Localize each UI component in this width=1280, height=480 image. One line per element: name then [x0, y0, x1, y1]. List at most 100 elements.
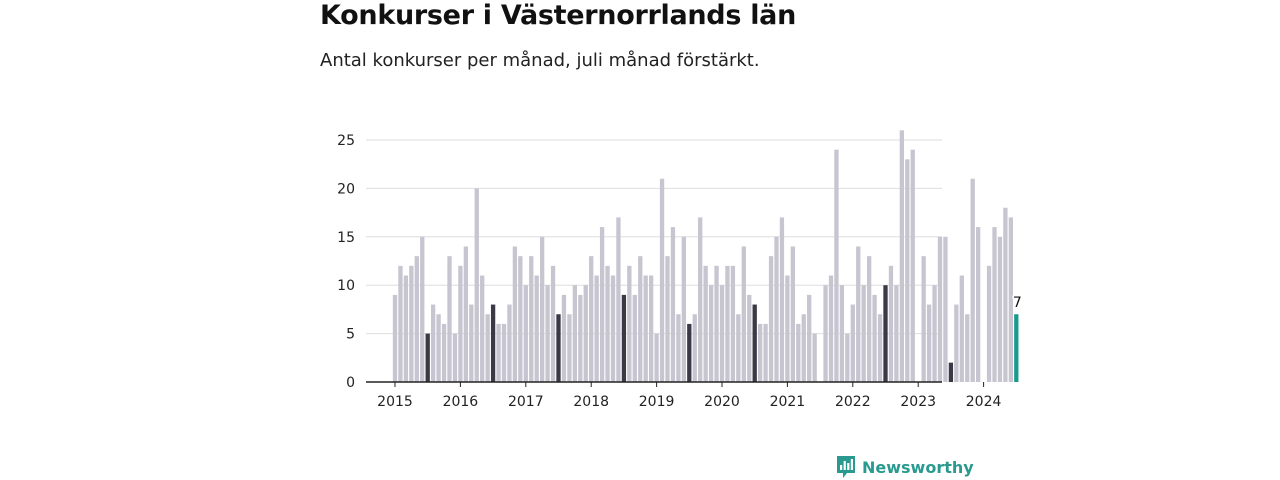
bar: [403, 275, 409, 382]
x-tick-label: 2022: [835, 394, 871, 410]
bar: [856, 246, 861, 382]
bar: [894, 285, 899, 382]
bar: [992, 227, 997, 382]
bar: [627, 265, 632, 382]
bar: [774, 236, 779, 382]
bar: [828, 275, 834, 382]
x-tick-label: 2024: [966, 394, 1002, 410]
bar: [834, 149, 839, 382]
bar: [458, 265, 463, 382]
bar: [610, 275, 616, 382]
bar: [1003, 207, 1008, 382]
bar: [970, 178, 975, 382]
bar: [698, 217, 703, 382]
bar: [823, 285, 828, 382]
bar: [572, 285, 577, 382]
bar: [850, 304, 855, 382]
bar: [583, 285, 588, 382]
bar: [899, 130, 904, 382]
bar: [616, 217, 621, 382]
bar: [954, 304, 959, 382]
bar: [425, 333, 430, 382]
bar: [649, 275, 654, 382]
bar: [976, 227, 981, 382]
bar: [801, 314, 806, 382]
bar: [638, 256, 643, 382]
brand: Newsworthy: [836, 455, 974, 479]
bar: [790, 246, 795, 382]
bar: [659, 178, 665, 382]
bar: [621, 294, 627, 382]
bar: [594, 275, 599, 382]
bar: [501, 323, 507, 382]
x-tick-label: 2016: [443, 394, 479, 410]
bar: [692, 314, 697, 382]
bar: [752, 304, 757, 382]
bar: [965, 314, 970, 382]
bar: [921, 256, 926, 382]
bar: [665, 256, 670, 382]
bar: [436, 314, 441, 382]
bar: [490, 304, 496, 382]
bar: [959, 275, 964, 382]
bar: [719, 285, 725, 382]
bar: [839, 285, 845, 382]
y-tick-label: 20: [337, 181, 355, 197]
bar: [741, 246, 746, 382]
bar: [779, 217, 785, 382]
bar: [845, 333, 850, 382]
bar: [905, 159, 910, 382]
x-tick-label: 2018: [573, 394, 609, 410]
x-tick-label: 2023: [900, 394, 936, 410]
chart-title: Konkurser i Västernorrlands län: [320, 0, 797, 31]
bar: [812, 333, 817, 382]
bar: [523, 285, 528, 382]
bar: [796, 323, 801, 382]
bar: [534, 275, 539, 382]
bar: [512, 246, 518, 382]
bar: [1014, 314, 1019, 382]
bar: [420, 236, 425, 382]
bar: [507, 304, 512, 382]
bar: [540, 236, 545, 382]
bar: [888, 265, 894, 382]
bar: [599, 227, 605, 382]
y-tick-label: 15: [337, 230, 355, 246]
y-tick-label: 5: [346, 327, 355, 343]
bar: [578, 294, 583, 382]
bar: [556, 314, 561, 382]
bar: [681, 236, 686, 382]
bar: [883, 285, 888, 382]
x-tick-label: 2021: [770, 394, 806, 410]
bar: [414, 256, 419, 382]
bar: [943, 236, 948, 382]
bar: [409, 265, 414, 382]
y-tick-label: 10: [337, 278, 355, 294]
bar: [589, 256, 594, 382]
bar: [1008, 217, 1013, 382]
bar: [605, 265, 610, 382]
bar: [758, 323, 763, 382]
bar: [872, 294, 877, 382]
bar: [937, 236, 943, 382]
y-tick-label: 25: [337, 133, 355, 149]
bar: [431, 304, 436, 382]
bar: [708, 285, 714, 382]
bar: [463, 246, 468, 382]
bar: [986, 265, 992, 382]
bar: [670, 227, 676, 382]
bar: [948, 362, 954, 382]
bar: [725, 265, 730, 382]
bar: [714, 265, 719, 382]
bar: [485, 314, 490, 382]
bar: [877, 314, 883, 382]
data-label: 7: [1013, 295, 1022, 311]
bar: [529, 256, 534, 382]
chart-subtitle: Antal konkurser per månad, juli månad fö…: [320, 50, 760, 71]
bar: [687, 323, 692, 382]
bar: [747, 294, 752, 382]
bar: [496, 323, 501, 382]
bar: [926, 304, 932, 382]
bar: [736, 314, 741, 382]
bar: [441, 323, 447, 382]
